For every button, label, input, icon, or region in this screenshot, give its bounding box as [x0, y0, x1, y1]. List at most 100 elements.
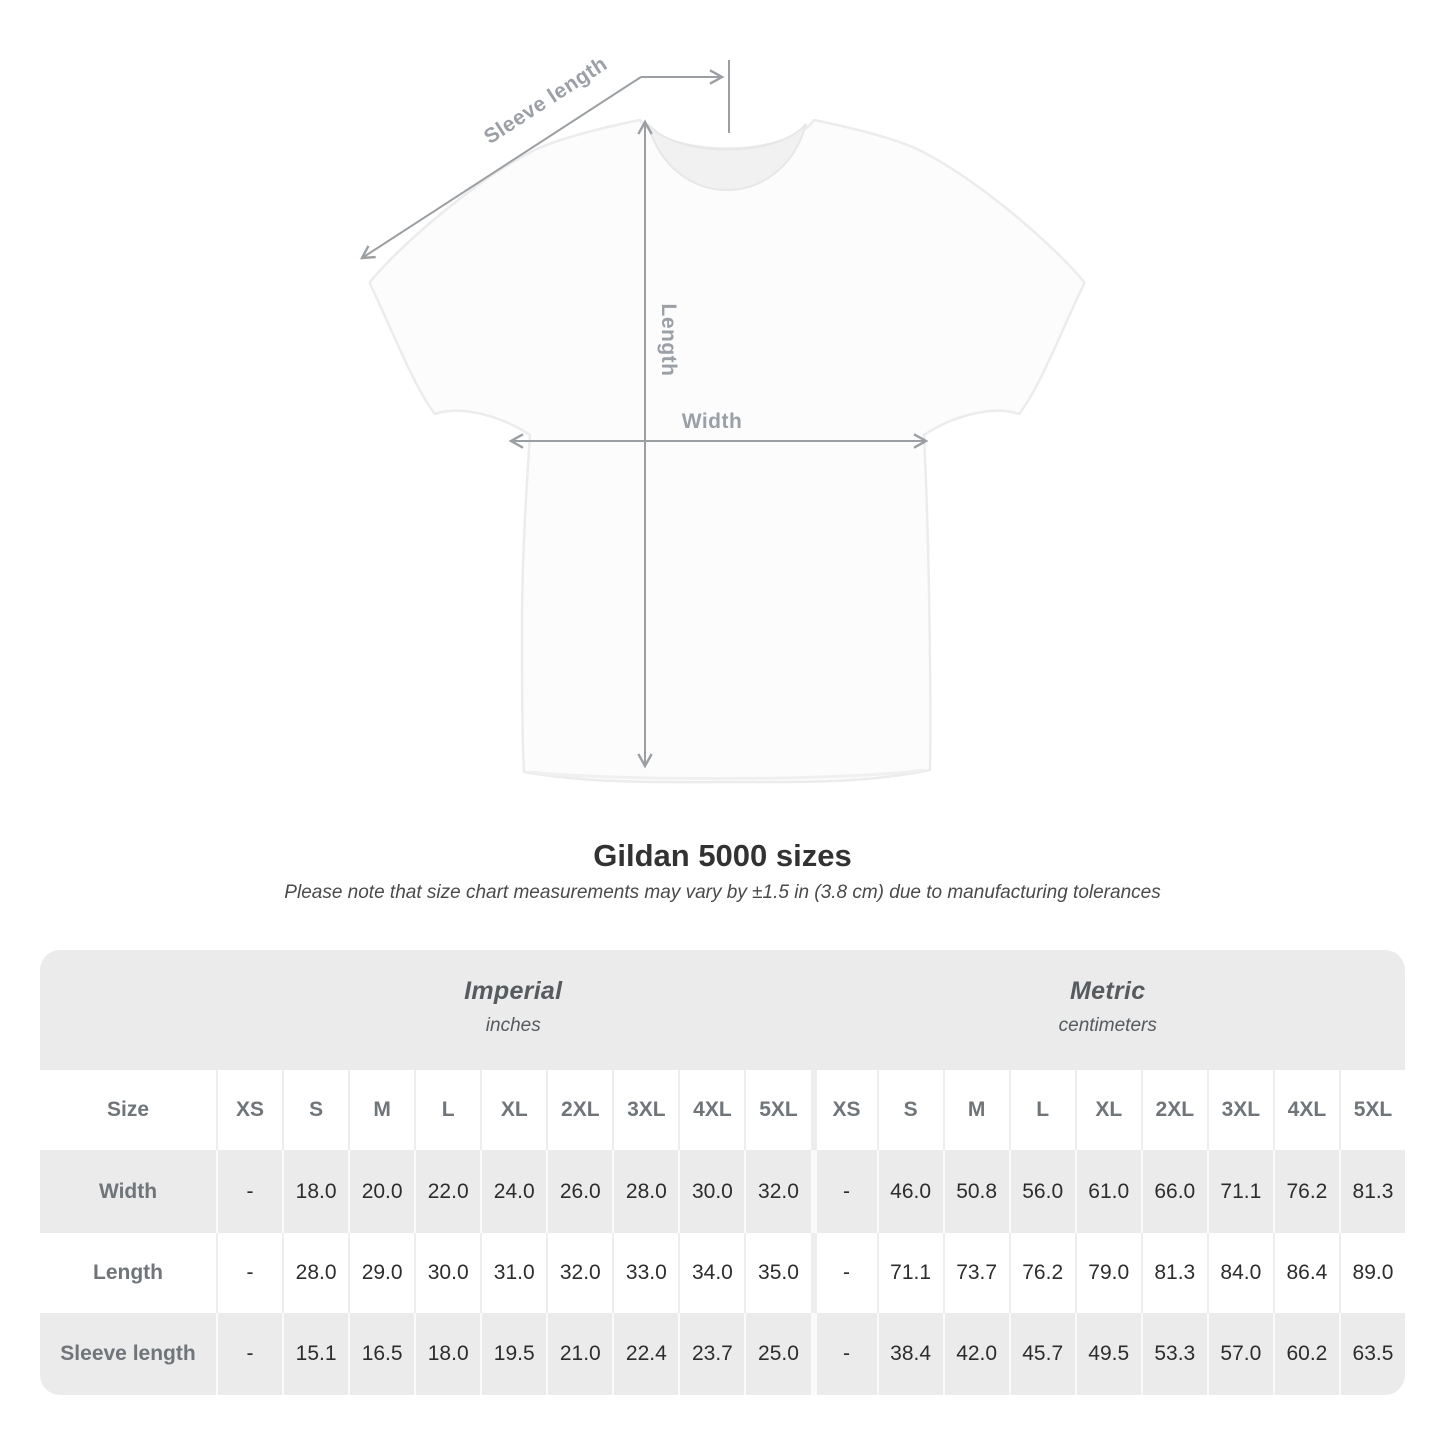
- value-cell: -: [810, 1313, 877, 1395]
- size-header-cell: 3XL: [1206, 1070, 1273, 1150]
- value-cell: 22.0: [414, 1150, 480, 1233]
- value-cell: 60.2: [1272, 1313, 1339, 1395]
- size-column-header: Size: [106, 1098, 150, 1121]
- unit-header-band: Imperial inches Metric centimeters: [40, 950, 1405, 1070]
- value-cell: 42.0: [942, 1313, 1009, 1395]
- value-cell: 81.3: [1338, 1150, 1405, 1233]
- value-cell: 19.5: [480, 1313, 546, 1395]
- value-cell: 89.0: [1338, 1233, 1405, 1313]
- size-header-cell: 3XL: [612, 1070, 678, 1150]
- value-cell: 49.5: [1074, 1313, 1141, 1395]
- size-header-cell: 4XL: [678, 1070, 744, 1150]
- value-cell: 28.0: [282, 1233, 348, 1313]
- value-cell: 76.2: [1272, 1150, 1339, 1233]
- value-cell: 38.4: [876, 1313, 943, 1395]
- value-cell: 18.0: [282, 1150, 348, 1233]
- imperial-header: Imperial inches: [216, 950, 811, 1070]
- size-table: Imperial inches Metric centimeters Size X…: [40, 950, 1405, 1395]
- row-label: Width: [98, 1179, 158, 1203]
- value-cell: 71.1: [1206, 1150, 1273, 1233]
- value-cell: 63.5: [1338, 1313, 1405, 1395]
- row-label: Length: [93, 1261, 163, 1284]
- size-header-cell: XS: [810, 1070, 877, 1150]
- value-cell: 50.8: [942, 1150, 1009, 1233]
- value-cell: 23.7: [678, 1313, 744, 1395]
- size-header-cell: 2XL: [1140, 1070, 1207, 1150]
- value-cell: -: [216, 1233, 282, 1313]
- size-header-cell: L: [414, 1070, 480, 1150]
- value-cell: 22.4: [612, 1313, 678, 1395]
- tshirt-shape: [368, 118, 1086, 784]
- page-title: Gildan 5000 sizes: [593, 838, 852, 873]
- value-cell: 57.0: [1206, 1313, 1273, 1395]
- size-header-cell: 4XL: [1272, 1070, 1339, 1150]
- size-diagram: Sleeve length Length Width: [359, 52, 1086, 784]
- collar: [647, 123, 807, 191]
- metric-title: Metric: [1070, 977, 1146, 1005]
- size-header-cell: XL: [1074, 1070, 1141, 1150]
- value-cell: 31.0: [480, 1233, 546, 1313]
- tolerance-note: Please note that size chart measurements…: [284, 882, 1161, 903]
- value-cell: 21.0: [546, 1313, 612, 1395]
- table-rows: Size XS S M L XL 2XL 3XL 4XL 5XL XS S M L XL 2XL 3XL 4XL 5…: [40, 1070, 1405, 1395]
- width-label: Width: [681, 410, 743, 433]
- sleeve-length-arrow: [359, 76, 642, 260]
- value-cell: 30.0: [414, 1233, 480, 1313]
- size-header-cell: 5XL: [1338, 1070, 1405, 1150]
- row-label: Sleeve length: [60, 1342, 196, 1365]
- length-label: Length: [657, 303, 680, 377]
- value-cell: 53.3: [1140, 1313, 1207, 1395]
- value-cell: 20.0: [348, 1150, 414, 1233]
- tshirt-illustration: [359, 60, 1086, 784]
- size-header-cell: 2XL: [546, 1070, 612, 1150]
- value-cell: 81.3: [1140, 1233, 1207, 1313]
- value-cell: 16.5: [348, 1313, 414, 1395]
- value-cell: 35.0: [744, 1233, 810, 1313]
- metric-subtitle: centimeters: [1058, 1015, 1157, 1036]
- measurement-row: Length -28.0 29.0 30.0 31.0 32.0 33.0 34.0 35.0-…: [40, 1233, 1405, 1313]
- size-header-cell: S: [282, 1070, 348, 1150]
- value-cell: 15.1: [282, 1313, 348, 1395]
- value-cell: 66.0: [1140, 1150, 1207, 1233]
- value-cell: 28.0: [612, 1150, 678, 1233]
- measurement-arrows: [359, 60, 929, 769]
- value-cell: 79.0: [1074, 1233, 1141, 1313]
- value-cell: -: [810, 1233, 877, 1313]
- size-header-cell: 5XL: [744, 1070, 810, 1150]
- band-spacer: [40, 950, 216, 1070]
- metric-header: Metric centimeters: [811, 950, 1406, 1070]
- value-cell: -: [810, 1150, 877, 1233]
- value-cell: 29.0: [348, 1233, 414, 1313]
- imperial-title: Imperial: [464, 977, 563, 1005]
- imperial-subtitle: inches: [485, 1015, 541, 1036]
- value-cell: 32.0: [546, 1233, 612, 1313]
- value-cell: -: [216, 1313, 282, 1395]
- value-cell: 33.0: [612, 1233, 678, 1313]
- measurement-row: Width -18.0 20.0 22.0 24.0 26.0 28.0 30.0 32.0-4…: [40, 1150, 1405, 1233]
- value-cell: 61.0: [1074, 1150, 1141, 1233]
- value-cell: 34.0: [678, 1233, 744, 1313]
- size-header-cell: XL: [480, 1070, 546, 1150]
- value-cell: 32.0: [744, 1150, 810, 1233]
- value-cell: 86.4: [1272, 1233, 1339, 1313]
- value-cell: 76.2: [1008, 1233, 1075, 1313]
- measurement-row: Sleeve length -15.1 16.5 18.0 19.5 21.0 22.4 23…: [40, 1313, 1405, 1395]
- size-header-cell: XS: [216, 1070, 282, 1150]
- size-header-row: Size XS S M L XL 2XL 3XL 4XL 5XL XS S M L XL 2XL 3XL 4XL 5…: [40, 1070, 1405, 1150]
- value-cell: 84.0: [1206, 1233, 1273, 1313]
- value-cell: 25.0: [744, 1313, 810, 1395]
- size-header-cell: M: [942, 1070, 1009, 1150]
- value-cell: 46.0: [876, 1150, 943, 1233]
- value-cell: 30.0: [678, 1150, 744, 1233]
- value-cell: 18.0: [414, 1313, 480, 1395]
- size-header-cell: L: [1008, 1070, 1075, 1150]
- value-cell: 24.0: [480, 1150, 546, 1233]
- size-header-cell: M: [348, 1070, 414, 1150]
- value-cell: 56.0: [1008, 1150, 1075, 1233]
- value-cell: 45.7: [1008, 1313, 1075, 1395]
- value-cell: 71.1: [876, 1233, 943, 1313]
- value-cell: -: [216, 1150, 282, 1233]
- value-cell: 73.7: [942, 1233, 1009, 1313]
- size-header-cell: S: [876, 1070, 943, 1150]
- value-cell: 26.0: [546, 1150, 612, 1233]
